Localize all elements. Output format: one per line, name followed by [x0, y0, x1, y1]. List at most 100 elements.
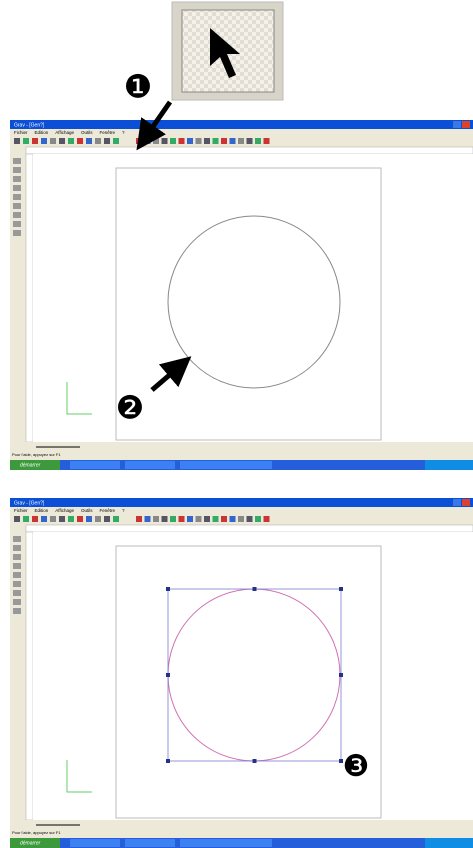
tutorial: Grav - [Gen?] Fichier Edition Affichage Outi…	[0, 0, 473, 848]
ruler	[26, 147, 473, 154]
toolbar-button	[136, 516, 142, 522]
toolbar-button	[204, 138, 210, 144]
toolbar-button	[221, 516, 227, 522]
menu-item[interactable]: Fenêtre	[99, 130, 115, 135]
tool-button	[13, 545, 21, 551]
toolbar-button	[230, 138, 236, 144]
toolbar-button	[136, 138, 142, 144]
tool-button	[13, 590, 21, 596]
toolbar-button	[170, 516, 176, 522]
toolbar-button	[162, 516, 168, 522]
toolbar-button	[162, 138, 168, 144]
status-bar	[10, 820, 473, 836]
toolbar-button	[179, 516, 185, 522]
toolbar-button	[187, 516, 193, 522]
toolbar-button	[153, 138, 159, 144]
toolbar-button	[247, 516, 253, 522]
cursor-icon	[172, 2, 283, 100]
toolbar-button	[187, 138, 193, 144]
toolbar-button	[86, 138, 92, 144]
toolbar-button	[86, 516, 92, 522]
toolbar-button	[68, 138, 74, 144]
tool-button	[13, 221, 21, 227]
tool-button	[13, 536, 21, 542]
toolbar-button	[221, 138, 227, 144]
selection-handle	[339, 587, 343, 591]
ruler-vertical	[26, 154, 33, 442]
toolbar-button	[59, 516, 65, 522]
app-window: Grav - [Gen?] Fichier Edition Affichage Outi…	[10, 498, 473, 848]
tool-button	[13, 230, 21, 236]
menu-item[interactable]: Affichage	[55, 508, 74, 513]
status-text: Pour l'aide, appuyez sur F1	[12, 452, 61, 457]
toolbar-button	[196, 516, 202, 522]
task-item	[125, 461, 175, 469]
tool-button	[13, 572, 21, 578]
ruler	[26, 525, 473, 532]
toolbar-button	[50, 138, 56, 144]
menu-item[interactable]: Outils	[81, 130, 93, 135]
menu-item[interactable]: Edition	[35, 508, 49, 513]
start-label: démarrer	[20, 462, 41, 468]
toolbar-button	[230, 516, 236, 522]
toolbar-button	[14, 138, 20, 144]
status-text: Pour l'aide, appuyez sur F1	[12, 830, 61, 835]
selection-handle	[253, 587, 257, 591]
max-button	[453, 499, 461, 506]
toolbar-button	[264, 516, 270, 522]
tool-button	[13, 185, 21, 191]
page	[116, 168, 381, 440]
toolbar-button	[113, 516, 119, 522]
tool-button	[13, 203, 21, 209]
tool-button	[13, 563, 21, 569]
tool-button	[13, 599, 21, 605]
selection-handle	[166, 587, 170, 591]
toolbar-button	[238, 516, 244, 522]
selection-handle	[166, 673, 170, 677]
ruler-vertical	[26, 532, 33, 820]
toolbar-button	[113, 138, 119, 144]
window-title: Grav - [Gen?]	[14, 122, 45, 128]
tray	[425, 460, 473, 470]
task-item	[222, 839, 272, 847]
selection-handle	[253, 759, 257, 763]
menu-item[interactable]: Affichage	[55, 130, 74, 135]
toolbar-button	[213, 138, 219, 144]
toolbar-button	[179, 138, 185, 144]
close-button	[462, 121, 470, 128]
menu-item[interactable]: Fichier	[14, 508, 28, 513]
tool-button	[13, 194, 21, 200]
toolbar-button	[153, 516, 159, 522]
toolbar-button	[32, 138, 38, 144]
tool-button	[13, 176, 21, 182]
step-marker: ❶	[124, 68, 153, 104]
app-window: Grav - [Gen?] Fichier Edition Affichage Outi…	[10, 120, 473, 470]
toolbar-button	[77, 516, 83, 522]
toolbar-button	[50, 516, 56, 522]
toolbar-button	[264, 138, 270, 144]
toolbar-button	[145, 516, 151, 522]
step-marker: ❷	[116, 389, 145, 425]
toolbar-button	[23, 516, 29, 522]
toolbar-button	[23, 138, 29, 144]
selection-handle	[339, 673, 343, 677]
step-marker: ❸	[343, 750, 370, 783]
toolbar-button	[255, 138, 261, 144]
page: {"window": {"title": "Grav - [Gen?]", "m…	[0, 0, 473, 848]
tool-button	[13, 158, 21, 164]
menu-item[interactable]: Outils	[81, 508, 93, 513]
toolbar-button	[32, 516, 38, 522]
start-label: démarrer	[20, 840, 41, 846]
menu-item[interactable]: Fenêtre	[99, 508, 115, 513]
title-bar	[10, 120, 473, 129]
tool-button	[13, 608, 21, 614]
close-button	[462, 499, 470, 506]
task-item	[70, 839, 120, 847]
toolbar-button	[213, 516, 219, 522]
task-item	[222, 461, 272, 469]
menu-item[interactable]: Fichier	[14, 130, 28, 135]
task-item	[125, 839, 175, 847]
window-title: Grav - [Gen?]	[14, 500, 45, 506]
menu-item[interactable]: Edition	[35, 130, 49, 135]
tray	[425, 838, 473, 848]
